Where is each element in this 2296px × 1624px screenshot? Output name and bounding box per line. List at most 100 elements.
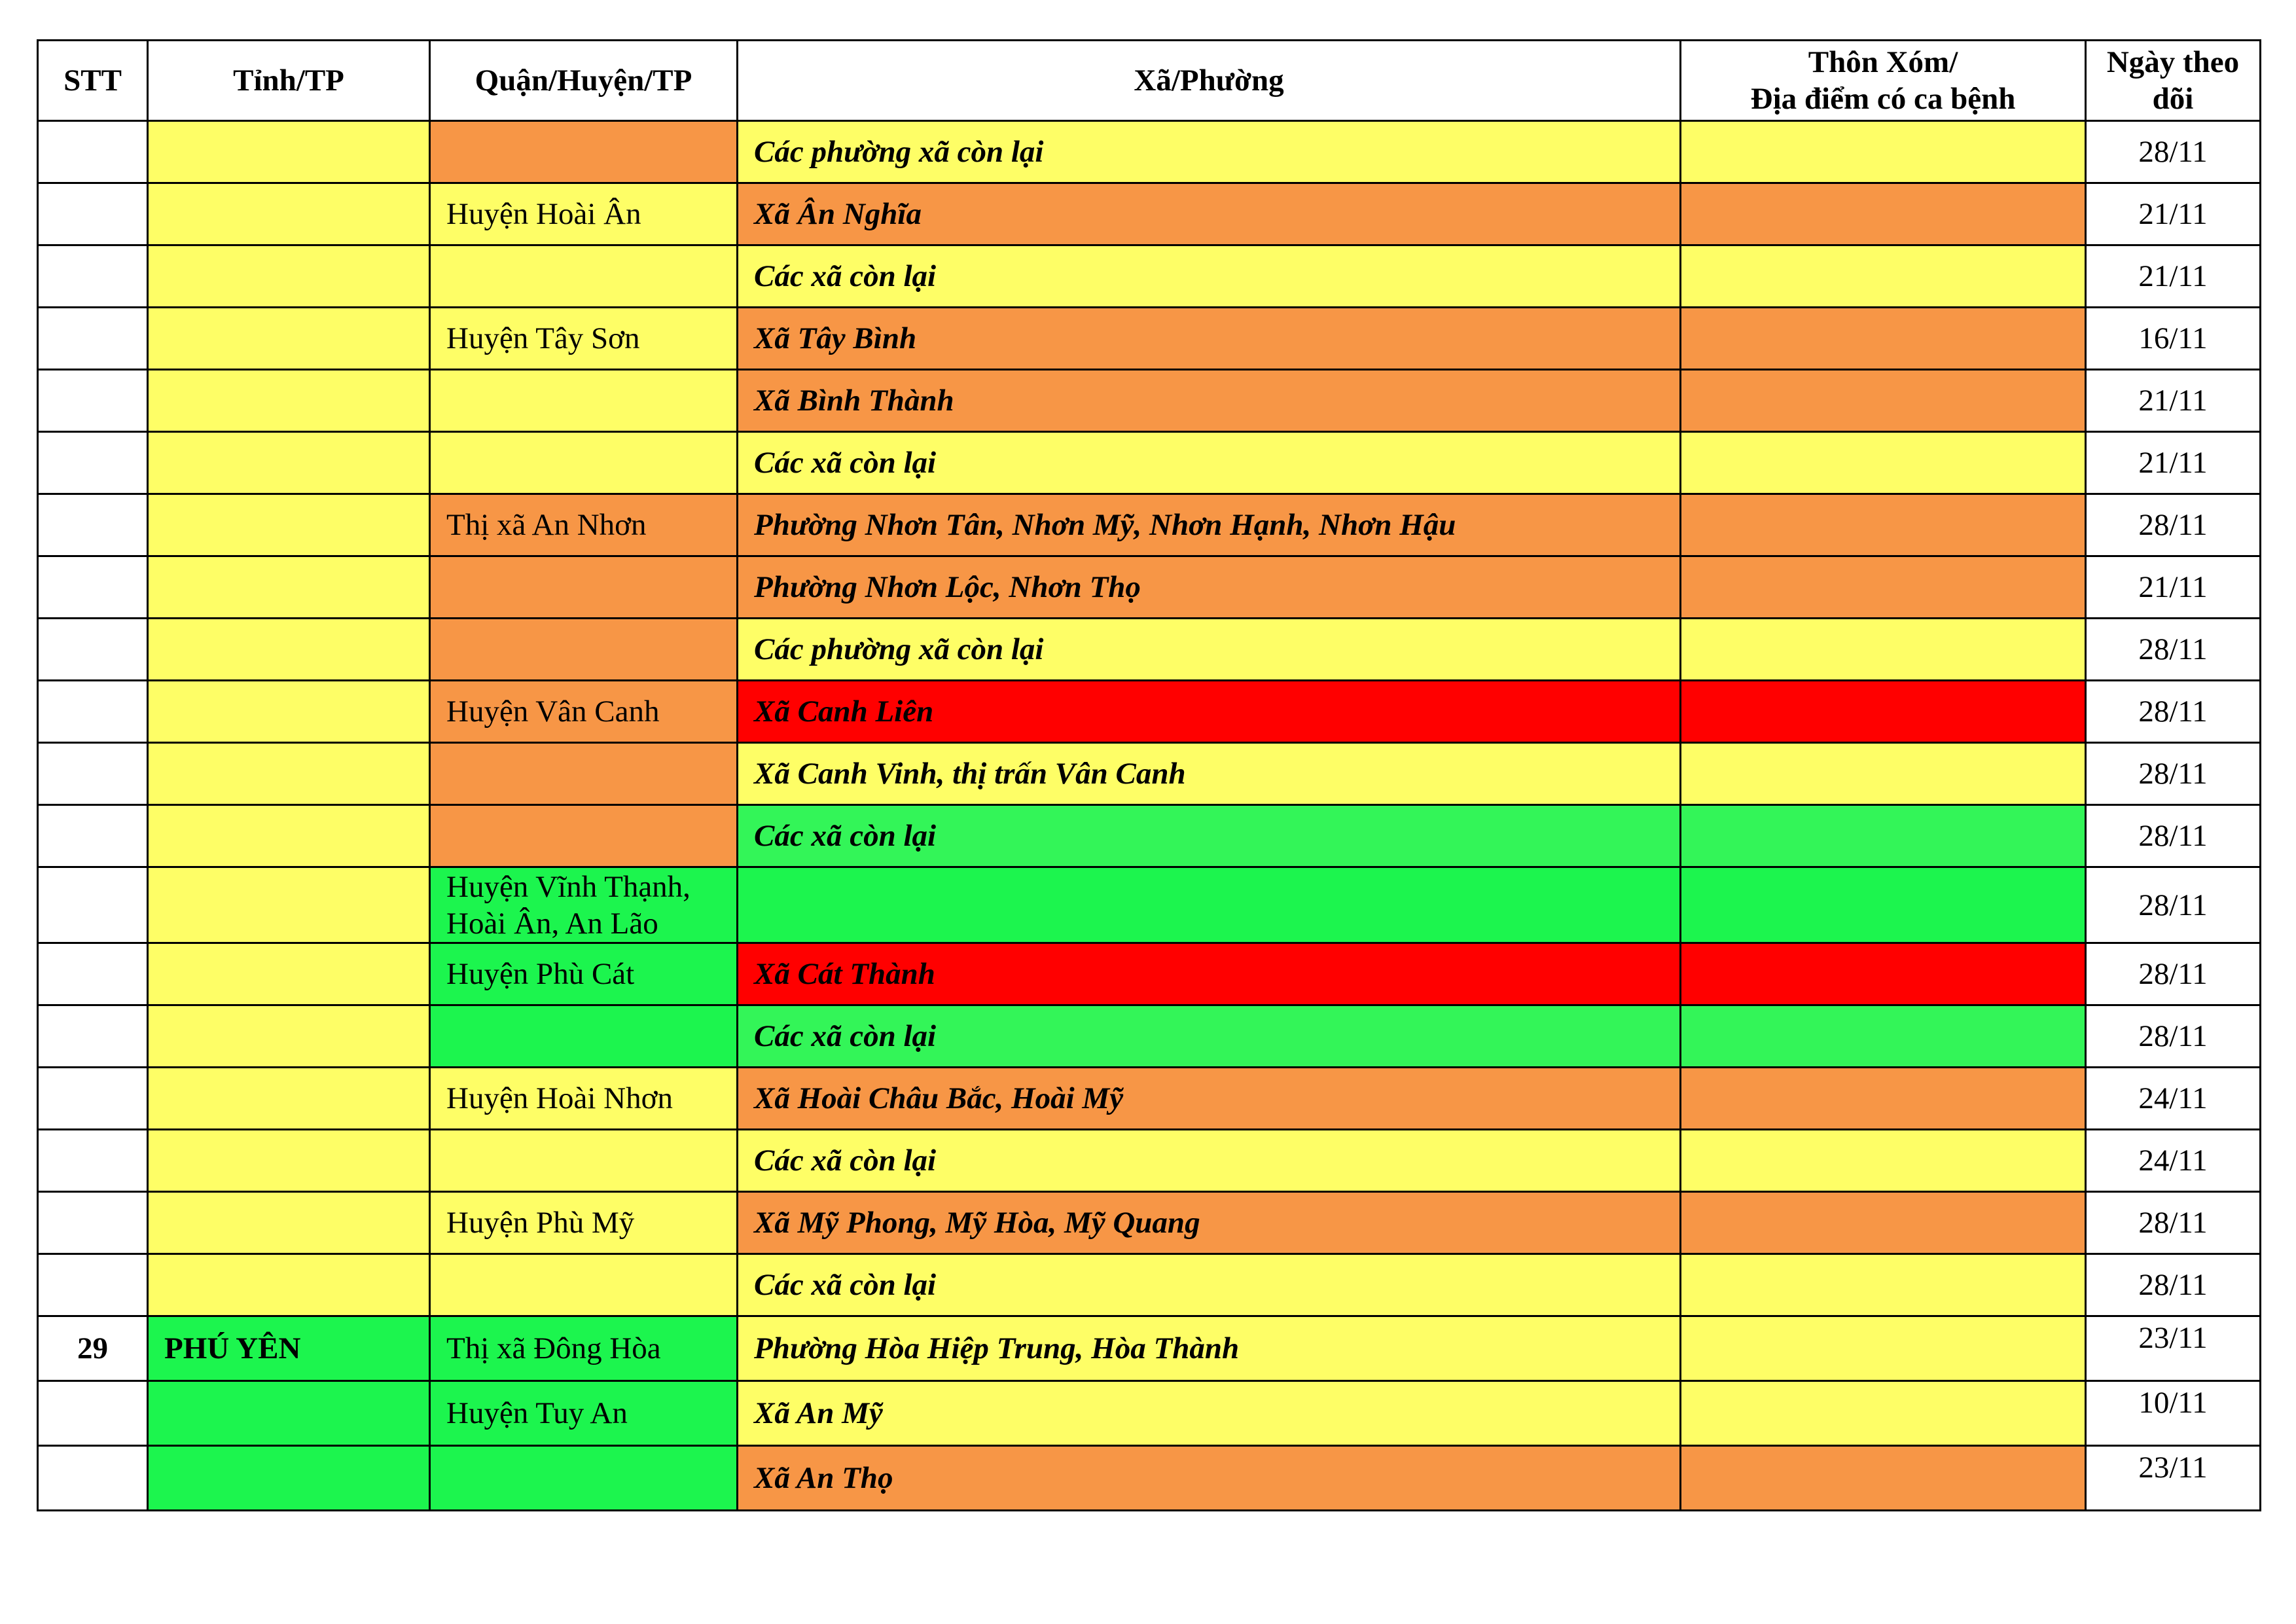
district-cell	[429, 120, 738, 184]
location-cell	[1679, 742, 2087, 806]
table-row: Huyện Hoài Ân Xã Ân Nghĩa 21/11	[37, 182, 2261, 246]
location-cell	[1679, 555, 2087, 619]
stt-cell	[37, 1191, 149, 1255]
province-cell: PHÚ YÊN	[147, 1315, 431, 1382]
stt-cell	[37, 555, 149, 619]
commune-cell: Các xã còn lại	[736, 1004, 1681, 1068]
commune-cell: Các xã còn lại	[736, 244, 1681, 308]
district-cell	[429, 555, 738, 619]
stt-cell	[37, 1253, 149, 1317]
date-cell: 21/11	[2085, 182, 2261, 246]
district-cell: Thị xã An Nhơn	[429, 493, 738, 557]
date-cell: 21/11	[2085, 244, 2261, 308]
location-cell	[1679, 942, 2087, 1006]
province-cell	[147, 942, 431, 1006]
commune-cell: Xã An Mỹ	[736, 1380, 1681, 1447]
outbreak-table: STT Tỉnh/TP Quận/Huyện/TP Xã/Phường Thôn…	[37, 39, 2261, 1511]
stt-cell	[37, 1380, 149, 1447]
date-cell: 23/11	[2085, 1315, 2261, 1382]
stt-cell	[37, 617, 149, 681]
province-cell	[147, 1128, 431, 1193]
district-cell: Huyện Vân Canh	[429, 679, 738, 744]
table-row: Phường Nhơn Lộc, Nhơn Thọ 21/11	[37, 555, 2261, 619]
table-row: Xã Canh Vinh, thị trấn Vân Canh 28/11	[37, 742, 2261, 806]
header-province: Tỉnh/TP	[147, 39, 431, 122]
location-cell	[1679, 182, 2087, 246]
commune-cell: Các xã còn lại	[736, 1253, 1681, 1317]
province-cell	[147, 306, 431, 370]
date-cell: 28/11	[2085, 617, 2261, 681]
stt-cell	[37, 244, 149, 308]
commune-cell: Các xã còn lại	[736, 431, 1681, 495]
district-cell: Thị xã Đông Hòa	[429, 1315, 738, 1382]
table-row: Các xã còn lại 28/11	[37, 1253, 2261, 1317]
location-cell	[1679, 369, 2087, 433]
stt-cell	[37, 679, 149, 744]
district-cell: Huyện Hoài Nhơn	[429, 1066, 738, 1130]
stt-cell	[37, 431, 149, 495]
location-cell	[1679, 804, 2087, 868]
table-row: Các xã còn lại 21/11	[37, 431, 2261, 495]
district-cell: Huyện Vĩnh Thạnh, Hoài Ân, An Lão	[429, 866, 738, 944]
date-cell: 24/11	[2085, 1066, 2261, 1130]
table-row: Các xã còn lại 28/11	[37, 804, 2261, 868]
province-cell	[147, 679, 431, 744]
location-cell	[1679, 1004, 2087, 1068]
stt-cell	[37, 1004, 149, 1068]
date-cell: 24/11	[2085, 1128, 2261, 1193]
date-cell: 28/11	[2085, 1191, 2261, 1255]
province-cell	[147, 431, 431, 495]
table-row: Huyện Hoài Nhơn Xã Hoài Châu Bắc, Hoài Mỹ…	[37, 1066, 2261, 1130]
date-cell: 28/11	[2085, 1253, 2261, 1317]
district-cell: Huyện Tây Sơn	[429, 306, 738, 370]
location-cell	[1679, 120, 2087, 184]
header-date: Ngày theo dõi	[2085, 39, 2261, 122]
location-cell	[1679, 493, 2087, 557]
location-cell	[1679, 244, 2087, 308]
province-cell	[147, 617, 431, 681]
commune-cell: Xã Canh Vinh, thị trấn Vân Canh	[736, 742, 1681, 806]
province-cell	[147, 120, 431, 184]
date-cell: 28/11	[2085, 493, 2261, 557]
province-cell	[147, 804, 431, 868]
stt-cell	[37, 804, 149, 868]
header-row: STT Tỉnh/TP Quận/Huyện/TP Xã/Phường Thôn…	[37, 39, 2261, 122]
stt-cell	[37, 182, 149, 246]
location-cell	[1679, 866, 2087, 944]
commune-cell: Xã Bình Thành	[736, 369, 1681, 433]
commune-cell: Xã Mỹ Phong, Mỹ Hòa, Mỹ Quang	[736, 1191, 1681, 1255]
table-row: Huyện Phù Mỹ Xã Mỹ Phong, Mỹ Hòa, Mỹ Quan…	[37, 1191, 2261, 1255]
commune-cell: Xã Canh Liên	[736, 679, 1681, 744]
date-cell: 28/11	[2085, 942, 2261, 1006]
commune-cell: Xã An Thọ	[736, 1445, 1681, 1511]
commune-cell: Xã Hoài Châu Bắc, Hoài Mỹ	[736, 1066, 1681, 1130]
location-cell	[1679, 1066, 2087, 1130]
stt-cell: 29	[37, 1315, 149, 1382]
commune-cell: Các xã còn lại	[736, 804, 1681, 868]
commune-cell: Xã Ân Nghĩa	[736, 182, 1681, 246]
commune-cell: Các phường xã còn lại	[736, 617, 1681, 681]
table-row: Xã An Thọ 23/11	[37, 1445, 2261, 1511]
header-commune: Xã/Phường	[736, 39, 1681, 122]
date-cell: 21/11	[2085, 555, 2261, 619]
table-row: Huyện Tây Sơn Xã Tây Bình 16/11	[37, 306, 2261, 370]
table-row: Các phường xã còn lại 28/11	[37, 617, 2261, 681]
location-cell	[1679, 1253, 2087, 1317]
district-cell	[429, 369, 738, 433]
stt-cell	[37, 742, 149, 806]
header-stt: STT	[37, 39, 149, 122]
date-cell: 10/11	[2085, 1380, 2261, 1447]
date-cell: 28/11	[2085, 679, 2261, 744]
province-cell	[147, 1445, 431, 1511]
commune-cell: Phường Nhơn Tân, Nhơn Mỹ, Nhơn Hạnh, Nhơ…	[736, 493, 1681, 557]
date-cell: 28/11	[2085, 742, 2261, 806]
commune-cell: Các xã còn lại	[736, 1128, 1681, 1193]
date-cell: 21/11	[2085, 369, 2261, 433]
province-cell	[147, 742, 431, 806]
stt-cell	[37, 942, 149, 1006]
location-cell	[1679, 1128, 2087, 1193]
location-cell	[1679, 1445, 2087, 1511]
province-cell	[147, 1253, 431, 1317]
stt-cell	[37, 120, 149, 184]
table-row: Các xã còn lại 24/11	[37, 1128, 2261, 1193]
